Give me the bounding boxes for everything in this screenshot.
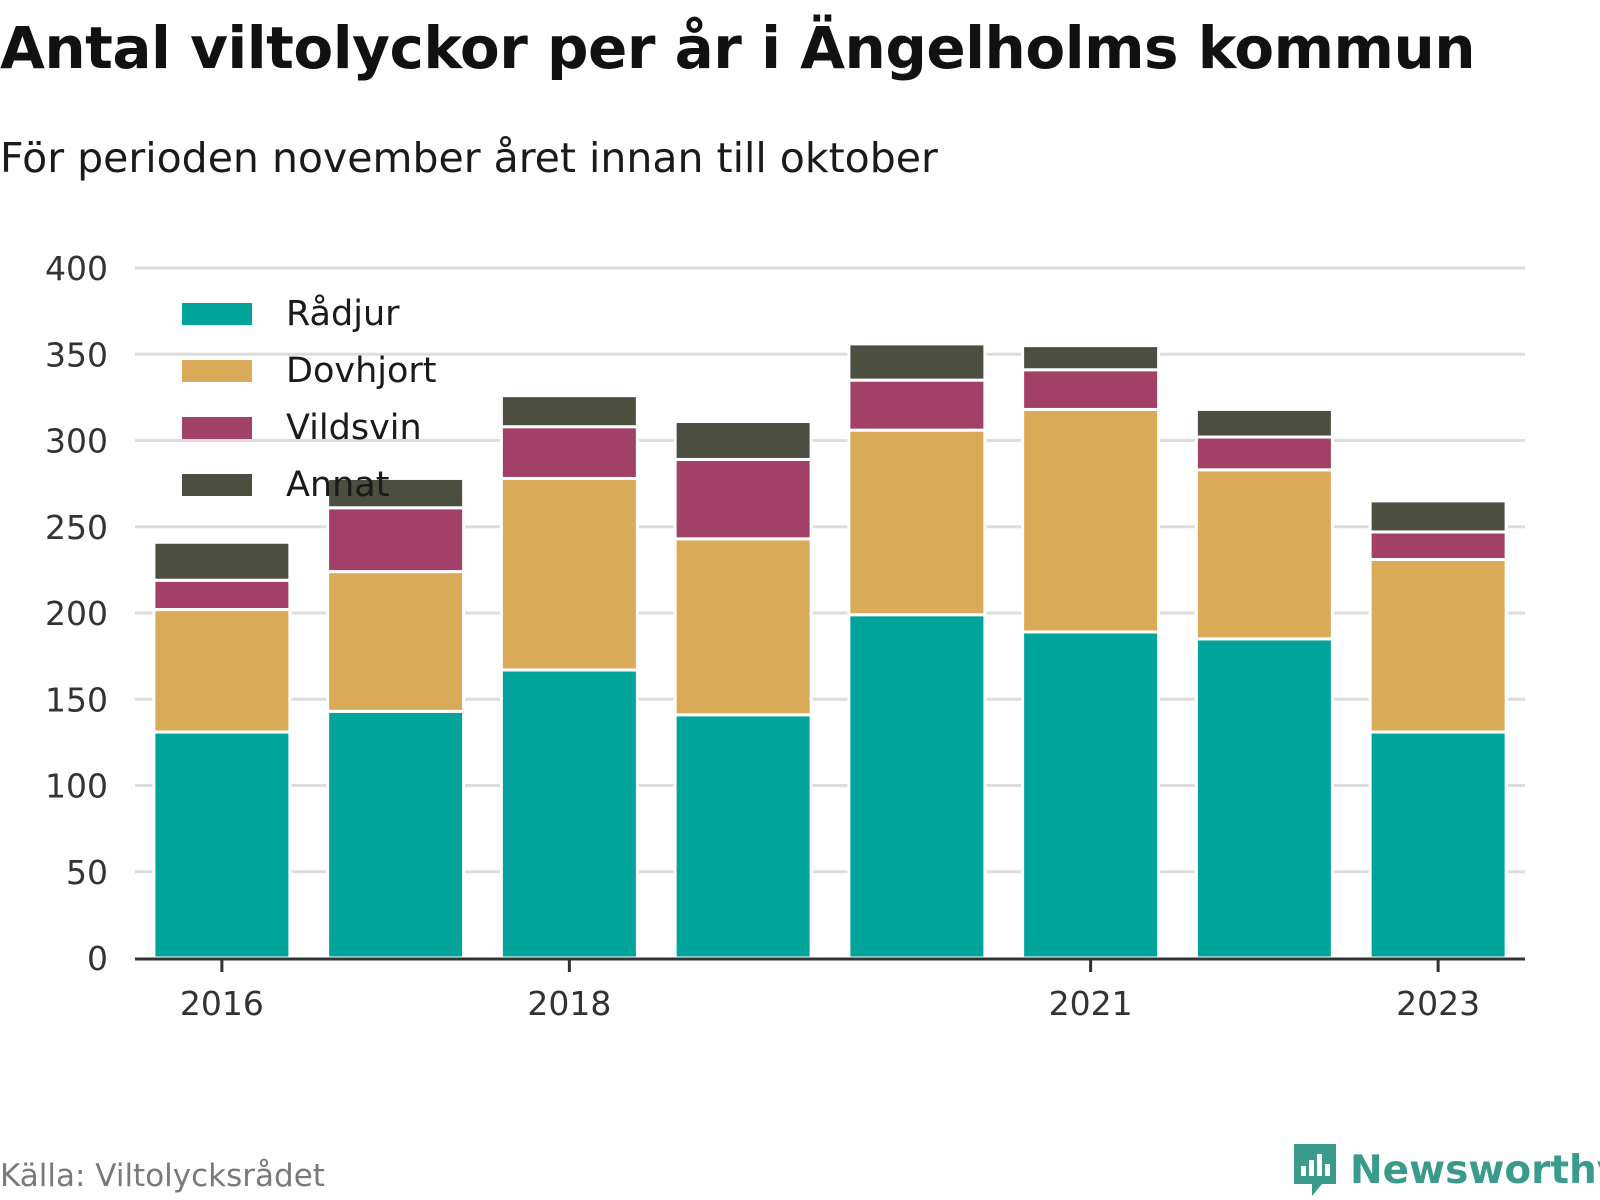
bar-dovhjort-2022 (1194, 468, 1334, 641)
legend-swatch-radjur (182, 302, 252, 325)
newsworthy-logo-icon (1294, 1144, 1336, 1196)
legend-item-vildsvin: Vildsvin (170, 399, 437, 456)
bar-dovhjort-2020 (847, 428, 987, 617)
bar-radjur-2019 (673, 713, 813, 960)
bar-vildsvin-2016 (152, 578, 292, 612)
bar-annat-2019 (673, 420, 813, 461)
chart-subtitle: För perioden november året innan till ok… (0, 134, 938, 182)
y-tick-label: 150 (45, 680, 108, 719)
bar-annat-2021 (1021, 344, 1161, 372)
bar-annat-2020 (847, 342, 987, 382)
bar-radjur-2018 (499, 668, 639, 960)
y-tick-label: 400 (45, 249, 108, 288)
x-tick-label: 2021 (1049, 984, 1133, 1023)
brand-name: Newsworthy (1350, 1147, 1600, 1193)
legend-item-radjur: Rådjur (170, 285, 437, 342)
bar-radjur-2016 (152, 730, 292, 960)
x-tick-label: 2016 (180, 984, 264, 1023)
bar-dovhjort-2018 (499, 476, 639, 672)
bar-dovhjort-2019 (673, 537, 813, 717)
bar-annat-2022 (1194, 407, 1334, 439)
y-tick-label: 50 (66, 853, 108, 892)
bar-dovhjort-2016 (152, 608, 292, 734)
y-tick-label: 250 (45, 508, 108, 547)
bar-radjur-2021 (1021, 630, 1161, 960)
source-note: Källa: Viltolycksrådet (0, 1158, 325, 1194)
bar-radjur-2020 (847, 613, 987, 960)
legend-swatch-annat (182, 473, 252, 496)
y-tick-label: 100 (45, 767, 108, 806)
legend-item-dovhjort: Dovhjort (170, 342, 437, 399)
legend-label-annat: Annat (286, 464, 390, 505)
chart-legend: Rådjur Dovhjort Vildsvin Annat (170, 285, 437, 513)
bar-annat-2017 (326, 476, 466, 510)
bar-vildsvin-2020 (847, 378, 987, 432)
bar-dovhjort-2021 (1021, 407, 1161, 634)
y-tick-label: 350 (45, 335, 108, 374)
legend-swatch-vildsvin (182, 416, 252, 439)
bar-radjur-2023 (1368, 730, 1508, 960)
bar-radjur-2017 (326, 709, 466, 960)
bar-vildsvin-2019 (673, 457, 813, 541)
legend-label-vildsvin: Vildsvin (286, 407, 422, 448)
brand-logo: Newsworthy (1290, 1140, 1600, 1200)
bar-annat-2018 (499, 394, 639, 429)
bar-vildsvin-2021 (1021, 368, 1161, 411)
bar-dovhjort-2023 (1368, 558, 1508, 734)
bar-radjur-2022 (1194, 637, 1334, 960)
chart-title: Antal viltolyckor per år i Ängelholms ko… (0, 14, 1476, 82)
stacked-bar-chart: 0 50 100 150 200 250 300 350 400 2016 2018 2021 2023 (45, 249, 1525, 1023)
bar-vildsvin-2023 (1368, 530, 1508, 562)
x-tick-label: 2023 (1396, 984, 1480, 1023)
legend-item-annat: Annat (170, 456, 437, 513)
legend-label-dovhjort: Dovhjort (286, 350, 437, 391)
y-tick-label: 300 (45, 422, 108, 461)
legend-label-radjur: Rådjur (286, 293, 400, 334)
bar-vildsvin-2018 (499, 425, 639, 480)
bar-vildsvin-2017 (326, 506, 466, 574)
x-tick-label: 2018 (527, 984, 611, 1023)
y-tick-label: 200 (45, 594, 108, 633)
bar-vildsvin-2022 (1194, 435, 1334, 472)
bar-dovhjort-2017 (326, 570, 466, 713)
bar-annat-2023 (1368, 499, 1508, 534)
bar-annat-2016 (152, 540, 292, 582)
legend-swatch-dovhjort (182, 359, 252, 382)
y-tick-label: 0 (87, 939, 108, 978)
